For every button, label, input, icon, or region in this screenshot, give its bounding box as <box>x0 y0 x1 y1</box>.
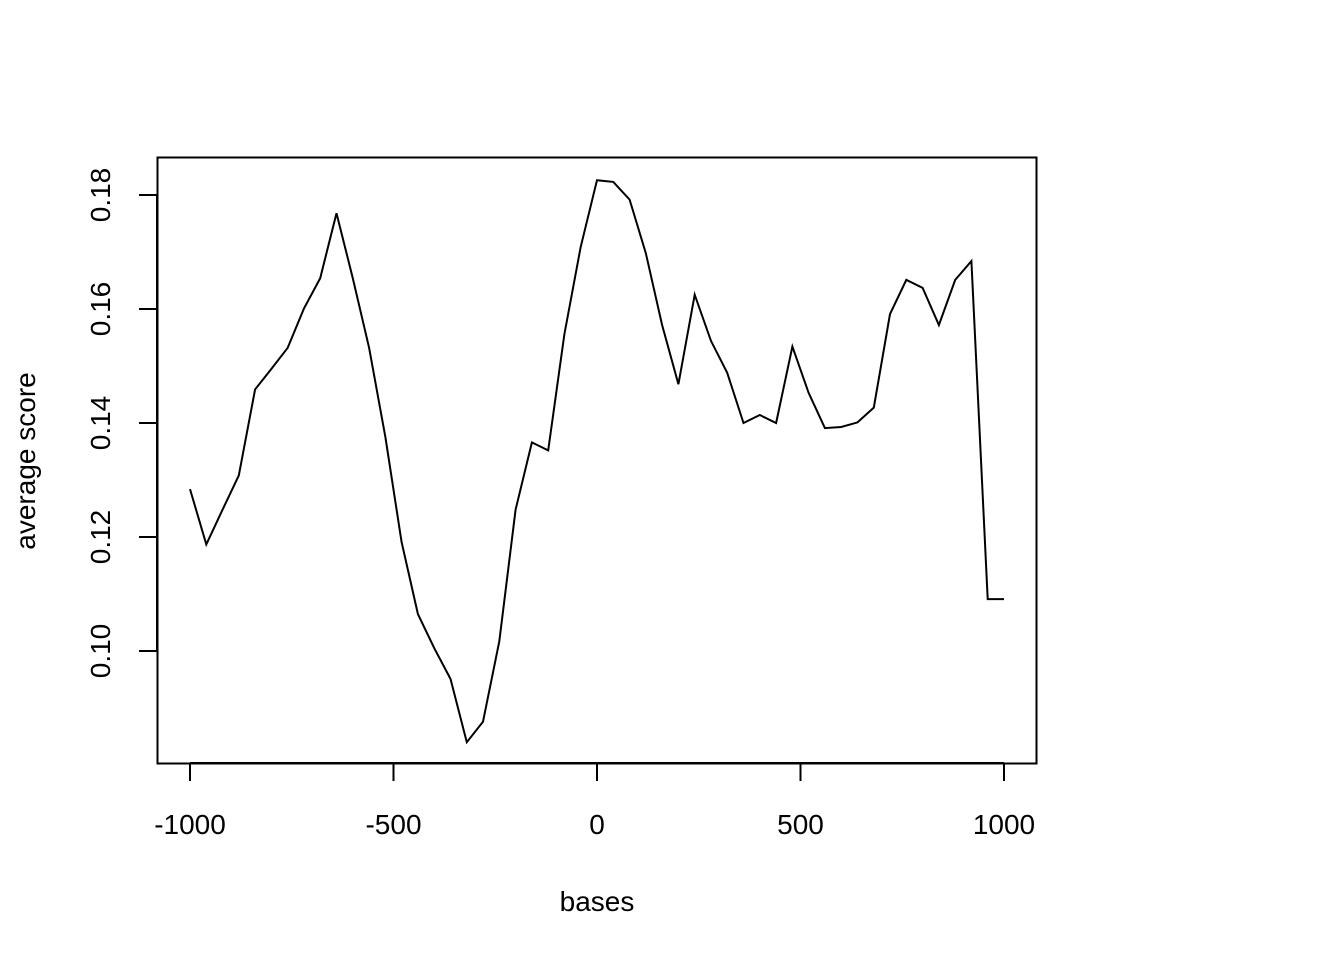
x-tick-label: 1000 <box>973 809 1035 840</box>
y-tick-label: 0.10 <box>85 624 116 679</box>
x-axis: -1000 -500 0 500 1000 <box>154 762 1035 840</box>
x-tick-label: 0 <box>589 809 605 840</box>
x-tick-label: -500 <box>365 809 421 840</box>
series-line <box>189 179 1004 745</box>
x-tick-label: -1000 <box>154 809 226 840</box>
y-tick-label: 0.16 <box>85 282 116 337</box>
y-tick-label: 0.18 <box>85 168 116 223</box>
series-layer <box>189 179 1004 745</box>
plot-frame <box>156 156 1038 765</box>
y-axis-label: average score <box>10 372 41 549</box>
y-axis: 0.10 0.12 0.14 0.16 0.18 <box>85 168 158 679</box>
y-tick-label: 0.12 <box>85 510 116 565</box>
x-axis-label: bases <box>560 886 635 917</box>
x-tick-label: 500 <box>777 809 824 840</box>
y-tick-label: 0.14 <box>85 396 116 451</box>
